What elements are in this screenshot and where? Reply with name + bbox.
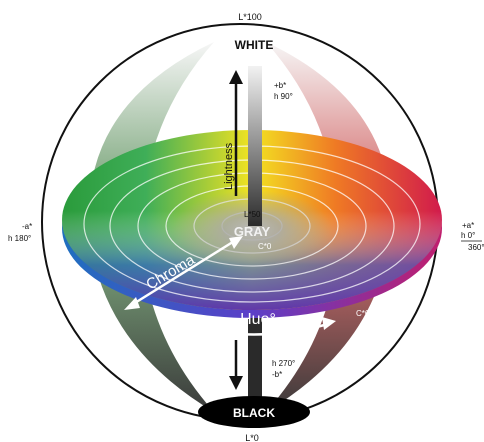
minus-a-label: -a* [22,222,32,231]
lightness-axis-bar-lower [248,318,262,406]
right-meridian-band [266,42,391,412]
center-chroma-label: C*0 [258,242,272,251]
h90-label: h 90° [274,92,293,101]
black-base [198,396,310,428]
h0-label: h 0° [461,231,475,240]
plus-b-label: +b* [274,81,286,90]
chroma-max-label: C*60 [356,309,374,318]
hue-arrow [178,317,336,336]
gray-center [172,190,332,270]
center-lightness-label: L*50 [244,210,261,219]
bottom-lightness-label: L*0 [245,433,259,442]
chroma-arrow [124,236,243,310]
black-label: BLACK [233,406,275,420]
top-lightness-label: L*100 [238,12,262,22]
h270-label: h 270° [272,359,295,368]
hue-label: Hue° [240,311,276,328]
lightness-axis-bar [248,66,262,226]
h180-label: h 180° [8,234,31,243]
gray-label: GRAY [234,224,271,239]
h360-label: 360° [468,243,484,252]
minus-b-label: -b* [272,370,282,379]
lightness-up-arrow [229,70,243,196]
lightness-label: Lightness [223,142,235,190]
lightness-down-arrow [229,340,243,390]
left-meridian-band [89,42,214,412]
plus-a-label: +a* [462,221,474,230]
white-label: WHITE [235,38,274,52]
